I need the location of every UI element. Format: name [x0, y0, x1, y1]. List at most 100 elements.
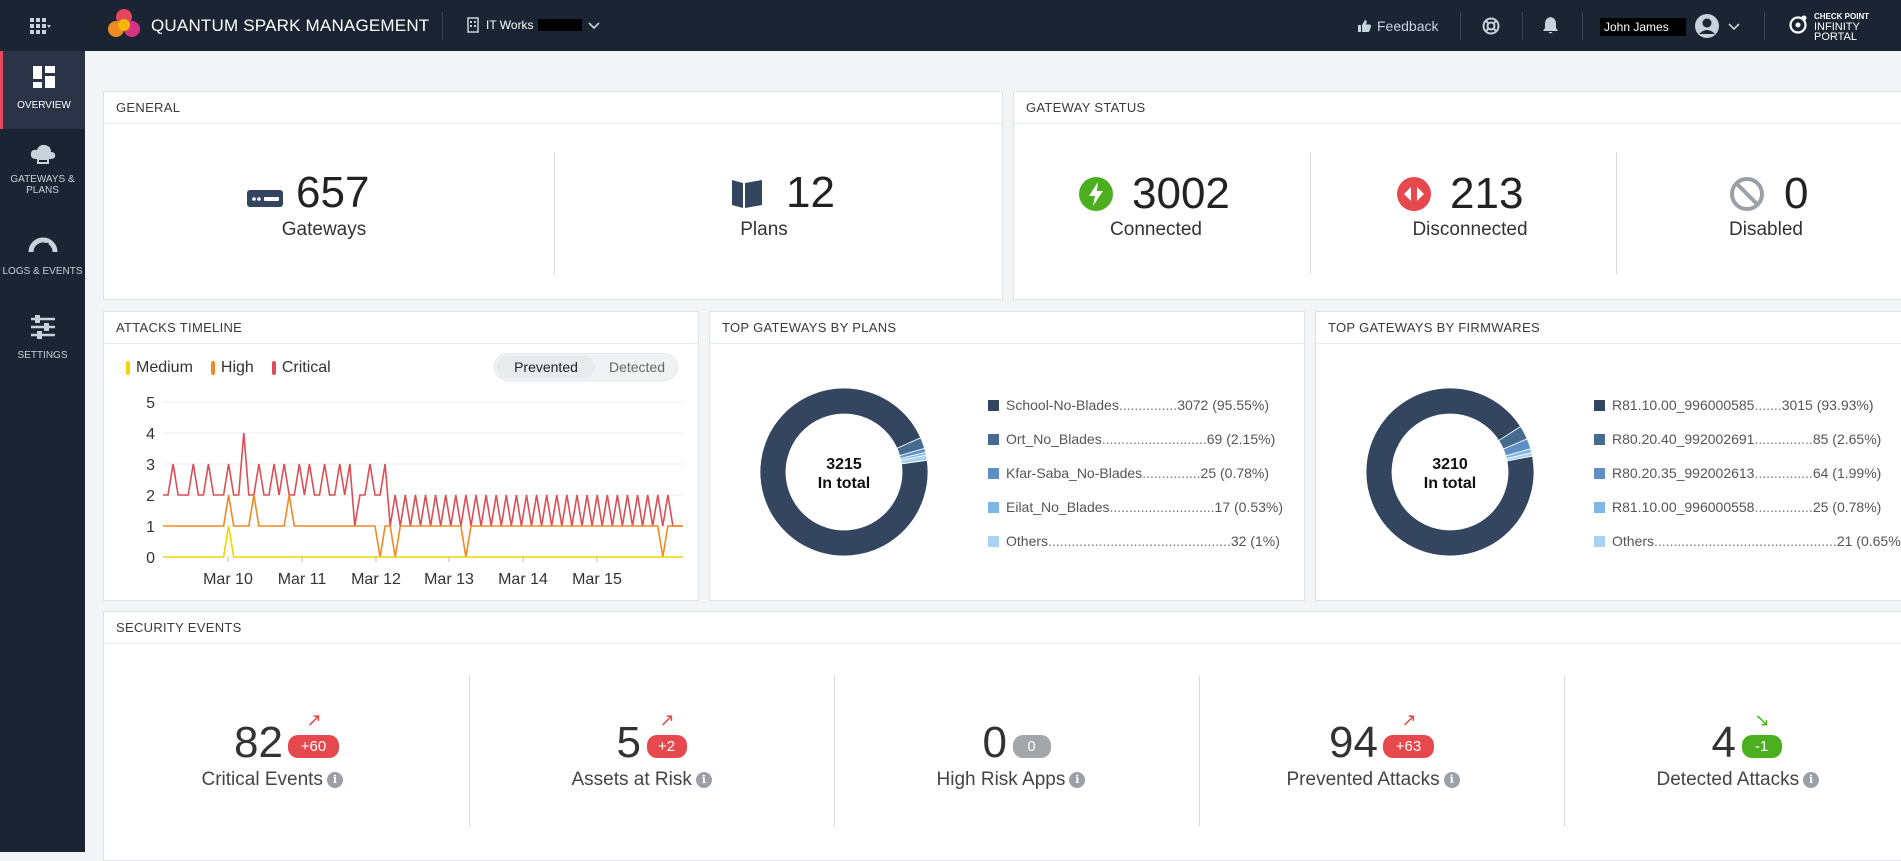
series-line-critical: [163, 432, 683, 527]
legend-value: 17 (0.53%): [1214, 499, 1284, 515]
legend-swatch: [988, 433, 999, 445]
legend-swatch: [210, 361, 215, 375]
security-events-panel: SECURITY EVENTS 82 +60 ↗ Critical Events i 5 +…: [103, 611, 1901, 861]
legend-item[interactable]: R80.20.35_992002613 ............... 64 (1…: [1594, 465, 1881, 481]
sidebar-item-overview[interactable]: OVERVIEW: [0, 51, 85, 129]
delta-badge: +2: [646, 735, 687, 758]
legend-item[interactable]: Kfar-Saba_No-Blades ............... 25 (0…: [988, 465, 1269, 481]
connected-label: Connected: [1110, 219, 1202, 240]
info-icon[interactable]: i: [326, 772, 343, 788]
legend-name: R81.10.00_996000558: [1612, 499, 1755, 515]
top-firmwares-panel: TOP GATEWAYS BY FIRMWARES 3210 In total …: [1315, 311, 1901, 601]
dot-leader: ...........................: [1101, 431, 1207, 447]
org-selector[interactable]: IT Works: [466, 17, 600, 33]
legend-swatch: [988, 535, 999, 547]
sidebar-item-logs-events[interactable]: LOGS & EVENTS: [0, 237, 85, 287]
legend-value: 25 (0.78%): [1812, 499, 1882, 515]
panel-title: ATTACKS TIMELINE: [104, 312, 698, 344]
avatar-icon[interactable]: [1694, 13, 1720, 39]
plans-donut-chart: 3215 In total: [759, 387, 929, 557]
legend-label: Critical: [281, 359, 331, 376]
apps-grid-icon[interactable]: [28, 14, 52, 36]
bell-icon[interactable]: [1542, 16, 1559, 35]
sidebar-item-settings[interactable]: SETTINGS: [0, 315, 85, 365]
gateway-status-panel: GATEWAY STATUS 3002 Connected 213 Discon…: [1013, 91, 1901, 300]
legend-swatch: [1594, 467, 1605, 479]
plans-count: 12: [786, 168, 835, 217]
legend-name: Ort_No_Blades: [1006, 431, 1102, 447]
divider: [1616, 152, 1617, 274]
event-label-group: Assets at Risk i: [572, 769, 712, 791]
legend-item[interactable]: R81.10.00_996000558 ............... 25 (0…: [1594, 499, 1881, 515]
tab-detected[interactable]: Detected: [608, 359, 666, 375]
legend-item[interactable]: R80.20.40_992002691 ............... 85 (2…: [1594, 431, 1881, 447]
info-icon[interactable]: i: [1069, 772, 1086, 788]
legend-name: R80.20.40_992002691: [1612, 431, 1755, 447]
user-name[interactable]: John James: [1600, 18, 1686, 36]
firmwares-donut-chart: 3210 In total: [1365, 387, 1535, 557]
event-value: 0: [982, 718, 1007, 767]
quantum-logo-icon: [108, 9, 140, 37]
divider: [554, 152, 555, 274]
chevron-down-icon[interactable]: [1728, 21, 1740, 31]
delta-badge: +63: [1383, 735, 1434, 758]
legend-item[interactable]: R81.10.00_996000585 ....... 3015 (93.93%): [1594, 397, 1874, 413]
divider: [834, 676, 835, 826]
attacks-line-chart: 0 1 2 3 4 5 Mar 10 Mar 11 Mar 12 Mar 13 Mar 14 Mar …: [146, 395, 683, 588]
divider: [442, 12, 443, 40]
chevron-down-icon: [587, 22, 600, 30]
info-icon[interactable]: i: [695, 772, 712, 788]
y-tick-label: 2: [146, 488, 155, 505]
event-label-group: High Risk Apps i: [937, 769, 1086, 791]
disconnected-icon: [1397, 177, 1431, 211]
sidebar-item-gateways-plans[interactable]: GATEWAYS & PLANS: [0, 143, 85, 213]
dot-leader: ........................................…: [1654, 533, 1837, 549]
legend-item[interactable]: Critical: [271, 359, 331, 377]
event-label: High Risk Apps: [936, 769, 1066, 790]
donut-slice[interactable]: [1365, 387, 1535, 557]
event-value: 4: [1711, 718, 1736, 767]
chart-legend: Medium High Critical: [126, 359, 331, 377]
tab-prevented[interactable]: Prevented: [497, 356, 595, 378]
panel-title: GENERAL: [104, 92, 1002, 124]
legend-item[interactable]: Others .................................…: [988, 533, 1280, 549]
legend-name: R80.20.35_992002613: [1612, 465, 1755, 481]
feedback-link[interactable]: Feedback: [1357, 18, 1438, 34]
legend-item[interactable]: Medium: [126, 359, 193, 377]
legend-name: Others: [1006, 533, 1049, 549]
legend-value: 32 (1%): [1230, 533, 1280, 549]
event-label: Critical Events: [201, 769, 323, 790]
x-tick-label: Mar 12: [351, 571, 401, 588]
help-lifebuoy-icon[interactable]: [1482, 17, 1500, 35]
y-tick-label: 4: [146, 426, 155, 443]
legend-item[interactable]: School-No-Blades ............... 3072 (95…: [988, 397, 1269, 413]
dot-leader: ...............: [1118, 397, 1178, 413]
gateway-device-icon: [247, 190, 283, 207]
legend-swatch: [271, 361, 276, 375]
legend-item[interactable]: Ort_No_Blades ..........................…: [988, 431, 1275, 447]
info-icon[interactable]: i: [1803, 772, 1820, 788]
event-value: 94: [1329, 718, 1378, 767]
divider: [1199, 676, 1200, 826]
sliders-icon: [30, 315, 55, 339]
info-icon[interactable]: i: [1443, 772, 1460, 788]
donut-slice[interactable]: [1505, 452, 1533, 462]
disabled-count: 0: [1784, 169, 1809, 218]
legend-name: Kfar-Saba_No-Blades: [1006, 465, 1143, 481]
legend-item[interactable]: Others .................................…: [1594, 533, 1901, 549]
checkpoint-brand[interactable]: CHECK POINT INFINITY PORTAL: [1814, 12, 1901, 43]
x-tick-label: Mar 15: [572, 571, 622, 588]
donut-slice[interactable]: [759, 387, 929, 557]
disconnected-label: Disconnected: [1412, 219, 1528, 240]
panel-title: SECURITY EVENTS: [104, 612, 1901, 644]
legend-item[interactable]: Eilat_No_Blades ........................…: [988, 499, 1283, 515]
divider: [1564, 676, 1565, 826]
donut-total: 3210: [1432, 456, 1468, 473]
donut-slice[interactable]: [900, 454, 928, 465]
dot-leader: ........................................…: [1048, 533, 1231, 549]
legend-swatch: [1594, 399, 1605, 411]
legend-item[interactable]: High: [210, 359, 254, 377]
legend-label: High: [220, 359, 254, 376]
divider: [1310, 152, 1311, 274]
dot-leader: ...............: [1754, 431, 1813, 447]
